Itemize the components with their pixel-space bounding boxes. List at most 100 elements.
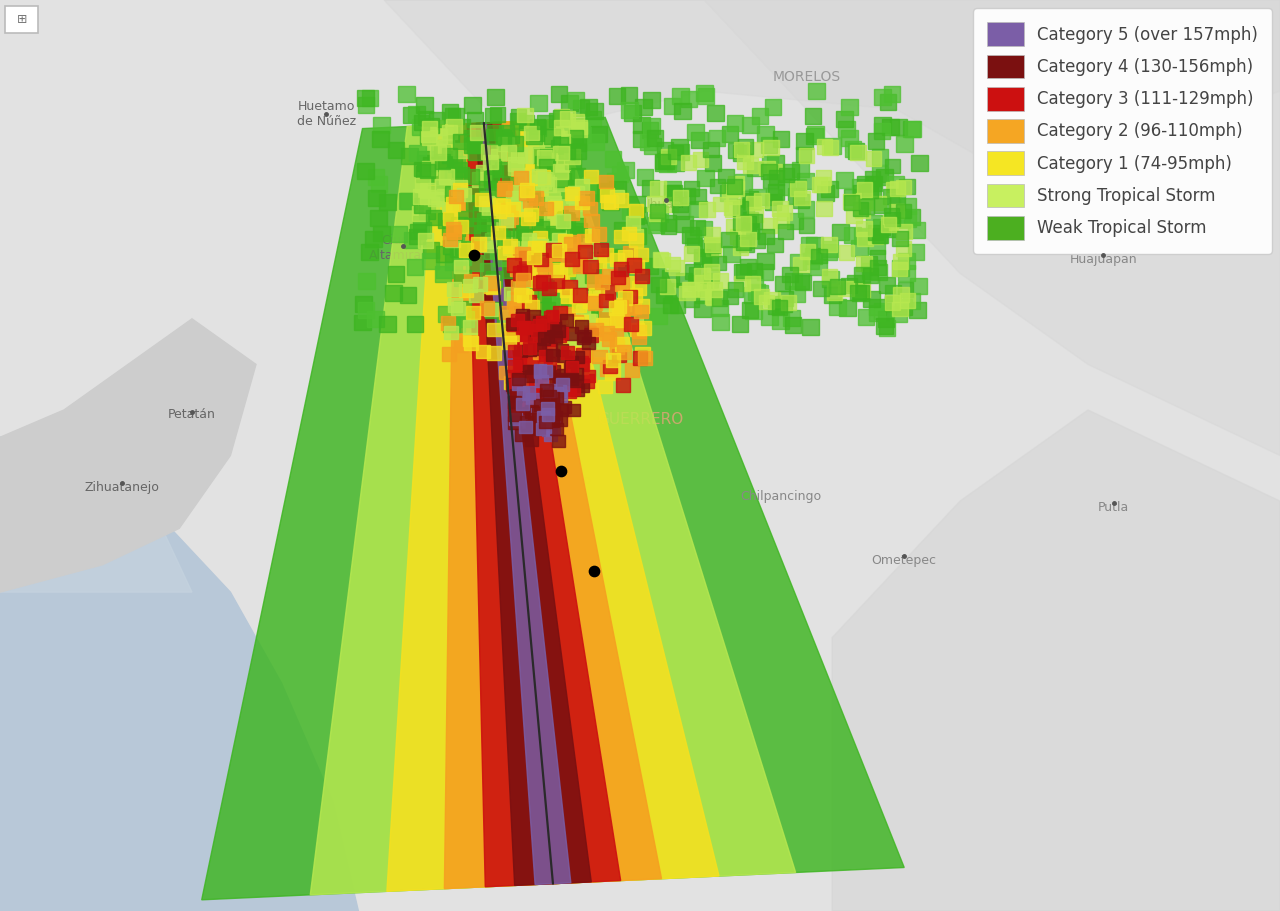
Bar (562, 346, 575, 359)
Bar (564, 149, 580, 164)
Bar (783, 310, 800, 325)
Bar (745, 275, 760, 291)
Bar (850, 285, 865, 300)
Bar (415, 161, 430, 177)
Bar (462, 333, 476, 346)
Bar (445, 222, 460, 236)
Bar (522, 386, 535, 399)
Bar (453, 248, 470, 264)
Bar (570, 375, 582, 387)
Bar (541, 424, 554, 435)
Bar (748, 142, 763, 157)
Bar (762, 218, 777, 232)
Bar (521, 377, 535, 391)
Bar (543, 343, 557, 356)
Bar (655, 287, 672, 302)
Bar (787, 212, 804, 229)
Bar (547, 148, 563, 164)
Bar (844, 189, 860, 205)
Bar (544, 357, 557, 369)
Bar (722, 182, 737, 197)
Bar (742, 212, 758, 227)
Bar (525, 370, 538, 383)
Bar (508, 360, 521, 373)
Bar (571, 384, 584, 396)
Bar (534, 231, 548, 245)
Bar (561, 111, 576, 126)
Bar (506, 378, 518, 391)
Polygon shape (467, 122, 621, 886)
Bar (584, 300, 600, 316)
Bar (521, 193, 538, 209)
Bar (556, 172, 571, 188)
Bar (561, 95, 577, 111)
Bar (525, 434, 538, 446)
Bar (778, 292, 794, 306)
Bar (430, 120, 445, 135)
Bar (564, 252, 579, 266)
Bar (760, 138, 777, 153)
Bar (544, 311, 558, 324)
Point (584, 564, 604, 578)
Bar (466, 255, 483, 271)
Bar (511, 148, 526, 162)
Bar (581, 326, 595, 340)
Bar (564, 327, 577, 340)
Bar (553, 164, 568, 179)
Bar (762, 309, 778, 324)
Bar (724, 202, 740, 217)
Bar (561, 314, 573, 327)
Bar (764, 194, 781, 210)
Bar (748, 207, 763, 222)
Bar (632, 131, 649, 147)
Bar (548, 152, 564, 169)
Bar (813, 281, 828, 296)
Bar (419, 233, 434, 248)
Bar (788, 286, 805, 302)
Bar (518, 196, 535, 212)
Bar (522, 232, 536, 246)
Bar (870, 196, 886, 210)
Bar (863, 268, 878, 283)
Bar (508, 395, 521, 408)
Bar (584, 294, 598, 308)
Bar (403, 232, 420, 248)
Bar (564, 187, 579, 200)
Bar (611, 313, 625, 327)
Bar (452, 162, 467, 177)
Bar (758, 126, 774, 141)
Bar (737, 154, 753, 169)
Bar (536, 174, 552, 189)
Bar (566, 220, 581, 235)
Bar (529, 176, 544, 190)
Bar (690, 189, 705, 203)
Bar (723, 200, 739, 215)
Bar (765, 189, 782, 205)
Bar (447, 119, 462, 134)
Bar (652, 206, 668, 222)
Bar (544, 212, 559, 227)
Bar (672, 145, 689, 160)
Bar (479, 181, 494, 196)
Bar (684, 181, 699, 196)
Bar (870, 251, 886, 265)
Bar (751, 107, 768, 124)
Bar (511, 185, 525, 199)
Bar (630, 322, 644, 336)
Bar (654, 252, 669, 268)
Bar (557, 131, 572, 146)
Bar (561, 251, 575, 265)
Bar (390, 226, 407, 242)
Bar (663, 198, 678, 212)
Bar (607, 173, 623, 189)
Bar (413, 189, 429, 204)
Bar (526, 251, 540, 264)
Bar (507, 197, 522, 211)
Point (463, 248, 484, 262)
Bar (526, 312, 540, 326)
Bar (561, 263, 575, 276)
Bar (540, 404, 553, 416)
Bar (471, 238, 485, 251)
Bar (568, 179, 584, 194)
Bar (844, 227, 860, 243)
